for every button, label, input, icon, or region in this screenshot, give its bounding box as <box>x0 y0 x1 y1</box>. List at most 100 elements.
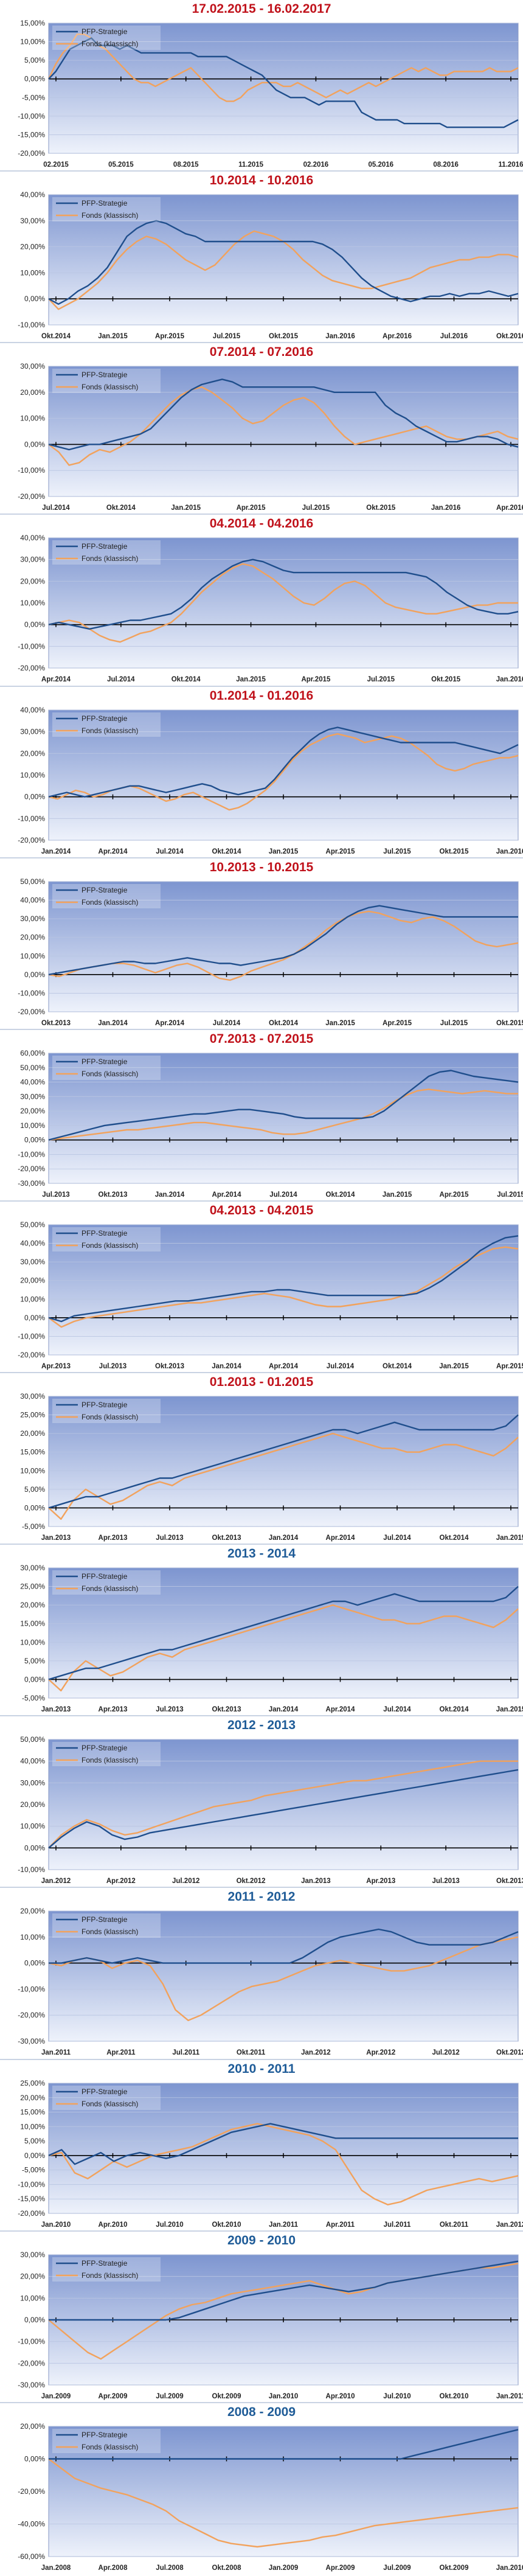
legend-label-fund: Fonds (klassisch) <box>81 1927 138 1936</box>
x-tick-label: Jan.2009 <box>269 2564 299 2572</box>
x-tick-label: Apr.2012 <box>366 2049 395 2056</box>
x-tick-label: Jan.2015 <box>383 1191 412 1199</box>
x-tick-label: Okt.2015 <box>440 848 469 855</box>
x-tick-label: Jan.2013 <box>301 1878 331 1885</box>
series-line-fund <box>48 1088 518 1141</box>
y-tick-label: -20,00% <box>18 149 45 158</box>
line-chart: 50,00% 40,00% 30,00% 20,00% 10,00% 0,00% -10,0… <box>18 1220 523 1370</box>
legend-box <box>52 369 161 393</box>
legend-label-strategy: PFP-Strategie <box>81 1572 128 1581</box>
x-tick-label: Jan.2011 <box>41 2049 71 2056</box>
y-tick-label: 20,00% <box>20 2272 45 2281</box>
x-tick-label: Jan.2012 <box>41 1878 71 1885</box>
x-tick-label: Okt.2012 <box>496 2049 523 2056</box>
y-tick-label: 30,00% <box>20 1564 45 1572</box>
plot-area <box>48 366 519 497</box>
line-chart: 15,00% 10,00% 5,00% 0,00% -5,00% -10,00% -15,0… <box>18 19 523 169</box>
series-line-fund <box>48 2458 519 2548</box>
y-tick-label: -20,00% <box>18 1351 45 1359</box>
x-tick-label: Okt.2009 <box>212 2393 241 2400</box>
x-tick-label: 11.2016 <box>499 161 523 169</box>
legend-box <box>52 884 161 908</box>
y-tick-label: 0,00% <box>24 1314 45 1322</box>
y-tick-label: 10,00% <box>20 414 45 423</box>
x-tick-label: Apr.2009 <box>326 2564 355 2572</box>
x-tick-label: Jul.2014 <box>383 1534 411 1542</box>
x-tick-label: Apr.2014 <box>99 848 128 855</box>
y-tick-label: -20,00% <box>18 2487 45 2496</box>
chart-title: 10.2013 - 10.2015 <box>209 860 314 874</box>
y-tick-label: 20,00% <box>20 749 45 757</box>
x-tick-label: Jan.2010 <box>41 2221 71 2229</box>
y-tick-label: 0,00% <box>24 1843 45 1852</box>
x-tick-label: Okt.2013 <box>212 1706 241 1713</box>
y-tick-label: 10,00% <box>20 599 45 607</box>
series-line-fund <box>48 2123 519 2205</box>
series-line-fund <box>48 910 519 981</box>
series-line-strategy <box>48 1070 519 1141</box>
legend-box <box>52 2257 161 2282</box>
chart-title: 2009 - 2010 <box>227 2233 296 2247</box>
legend-label-strategy: PFP-Strategie <box>81 1401 128 1409</box>
legend: PFP-Strategie Fonds (klassisch) <box>52 1056 161 1080</box>
legend-box <box>52 1399 161 1423</box>
y-tick-label: 15,00% <box>20 1448 45 1457</box>
x-tick-label: Apr.2015 <box>383 1020 412 1027</box>
y-tick-label: 10,00% <box>20 2122 45 2131</box>
x-tick-label: Jul.2014 <box>42 504 70 512</box>
series-line-strategy <box>49 1928 519 1964</box>
x-tick-label: Okt.2009 <box>440 2564 469 2572</box>
y-tick-label: 30,00% <box>20 1092 45 1101</box>
y-tick-label: -30,00% <box>18 1179 45 1188</box>
chart-panel-11: 2011 - 2012 20,00% 10,00% 0,00% -10,00% -20,0… <box>0 1889 523 2061</box>
y-tick-label: 10,00% <box>20 1466 45 1475</box>
x-tick-label: Jul.2010 <box>383 2393 410 2400</box>
y-tick-label: 20,00% <box>20 1907 45 1915</box>
legend-label-strategy: PFP-Strategie <box>81 714 128 723</box>
x-tick-label: Jul.2015 <box>213 333 241 340</box>
y-tick-label: 5,00% <box>24 1657 45 1665</box>
x-tick-label: Okt.2011 <box>237 2049 266 2056</box>
chart-panel-7: 04.2013 - 04.2015 50,00% 40,00% 30,00% 20,00… <box>0 1203 523 1374</box>
x-tick-label: Jul.2013 <box>432 1878 459 1885</box>
x-tick-label: Jan.2011 <box>269 2221 299 2229</box>
y-tick-label: 10,00% <box>20 268 45 277</box>
x-tick-label: Apr.2014 <box>326 1534 356 1542</box>
x-tick-label: Jul.2015 <box>383 848 411 855</box>
x-tick-label: Jul.2008 <box>156 2564 184 2572</box>
y-tick-label: 50,00% <box>20 1735 45 1744</box>
x-tick-label: Okt.2014 <box>212 848 242 855</box>
series-line-fund <box>48 1604 519 1691</box>
x-tick-label: 05.2015 <box>108 161 134 169</box>
x-tick-label: Okt.2013 <box>212 1534 241 1542</box>
series-line-strategy <box>48 1235 519 1323</box>
series-line-strategy <box>48 726 519 798</box>
legend-label-fund: Fonds (klassisch) <box>81 1584 138 1593</box>
x-tick-label: Jul.2013 <box>42 1191 69 1199</box>
x-tick-label: 02.2015 <box>43 161 69 169</box>
series-line-fund <box>48 386 519 466</box>
y-tick-label: 10,00% <box>20 38 45 46</box>
x-tick-label: Jan.2014 <box>98 1020 128 1027</box>
legend: PFP-Strategie Fonds (klassisch) <box>52 369 161 393</box>
x-tick-label: 08.2016 <box>433 161 459 169</box>
y-tick-label: -20,00% <box>18 2011 45 2019</box>
x-tick-label: Jul.2015 <box>367 676 395 683</box>
y-tick-label: 0,00% <box>24 793 45 801</box>
y-tick-label: -5,00% <box>22 2166 45 2174</box>
x-tick-label: Jul.2015 <box>302 504 330 512</box>
x-tick-label: Jul.2009 <box>156 2393 183 2400</box>
y-tick-label: -20,00% <box>18 836 45 844</box>
line-chart: 40,00% 30,00% 20,00% 10,00% 0,00% -10,00% -20,… <box>18 534 523 683</box>
chart-panel-0: 17.02.2015 - 16.02.2017 15,00% 10,00% 5,00%… <box>0 1 523 173</box>
plot-area <box>48 2083 519 2214</box>
chart-panel-12: 2010 - 2011 25,00% 20,00% 15,00% 10,00% 5,00%… <box>0 2061 523 2233</box>
y-tick-label: -5,00% <box>22 93 45 102</box>
x-tick-label: Apr.2011 <box>106 2049 136 2056</box>
y-tick-label: 10,00% <box>20 1933 45 1941</box>
x-tick-label: Jan.2014 <box>41 848 71 855</box>
x-tick-label: Okt.2015 <box>431 676 461 683</box>
y-tick-label: 20,00% <box>20 1429 45 1438</box>
plot-area <box>48 1910 519 2042</box>
y-tick-label: 30,00% <box>20 1392 45 1401</box>
